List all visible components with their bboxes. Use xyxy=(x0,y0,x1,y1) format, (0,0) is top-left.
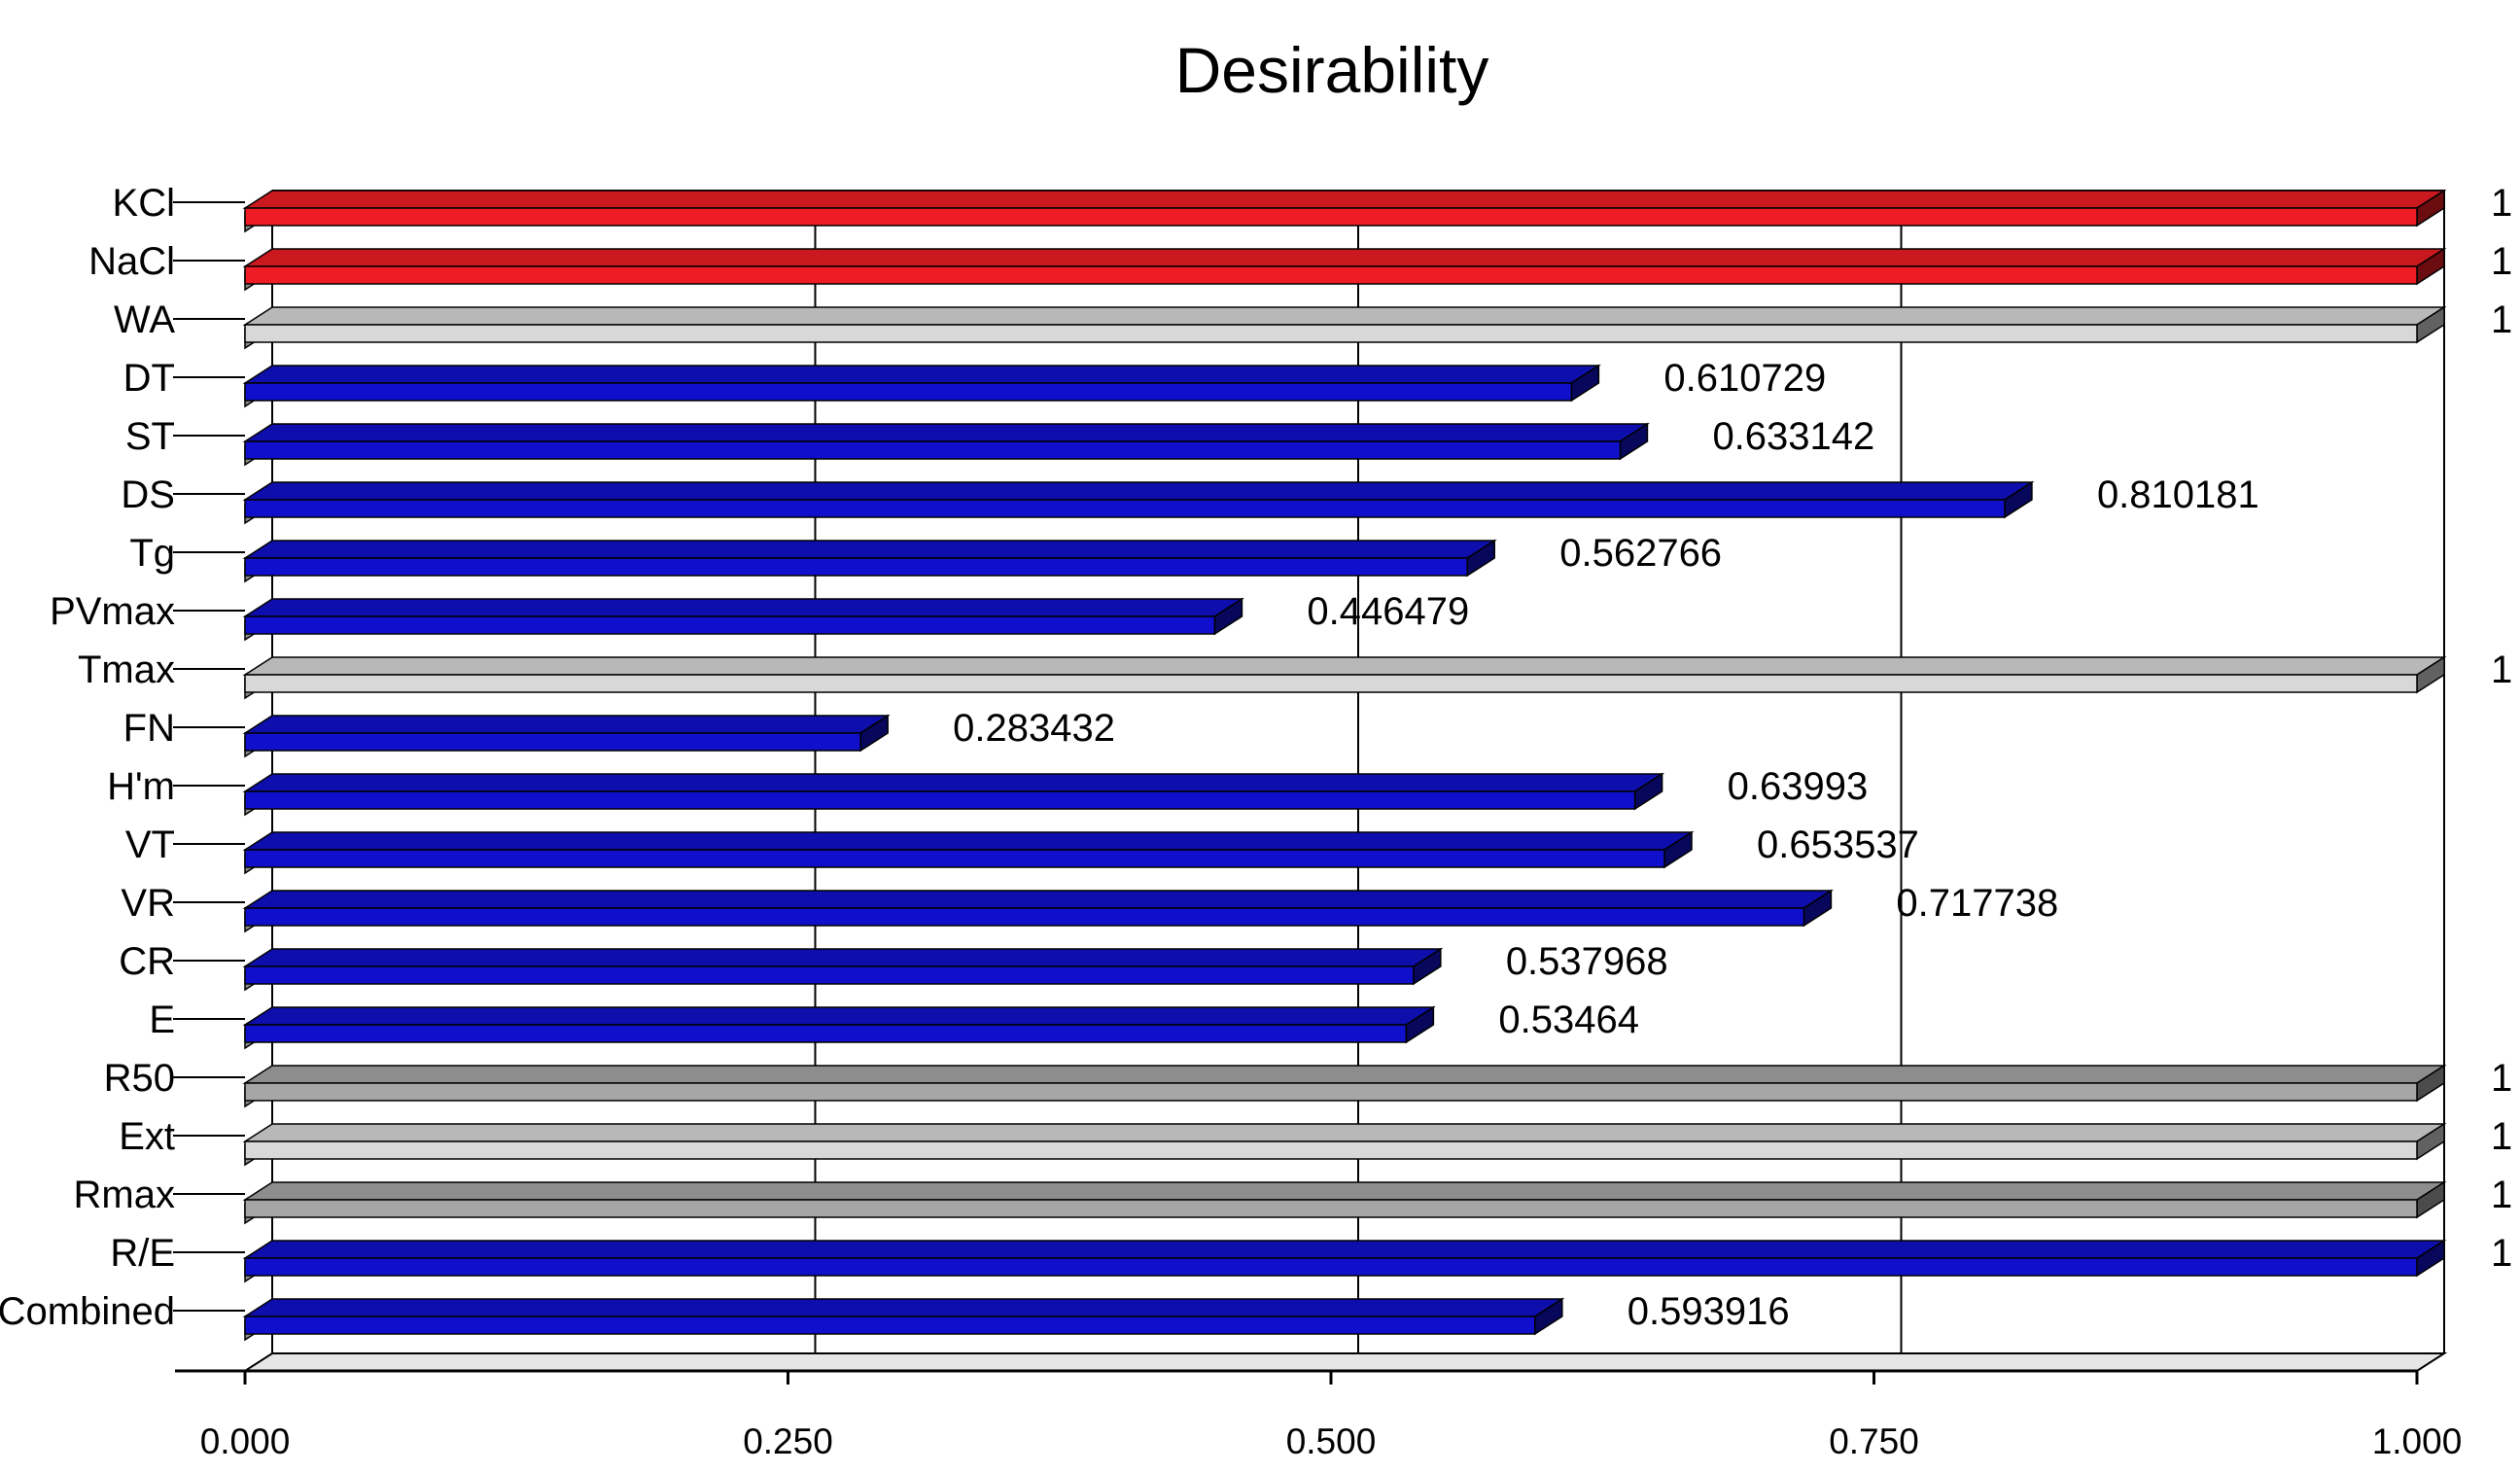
bars xyxy=(242,189,2447,1342)
bar-top-face xyxy=(242,190,2447,209)
chart-title: Desirability xyxy=(1175,34,1489,106)
bar xyxy=(244,615,1216,635)
bar xyxy=(244,324,2418,343)
category-label: FN xyxy=(123,707,175,750)
x-tick-label: 1.000 xyxy=(2372,1421,2463,1461)
category-label: KCl xyxy=(113,182,175,225)
bar-top-face xyxy=(242,1006,1436,1026)
data-label: 0.610729 xyxy=(1663,357,1826,400)
bar-top-face xyxy=(242,248,2447,267)
category-label: H'm xyxy=(107,765,175,808)
category-label: WA xyxy=(114,298,175,341)
category-label: Rmax xyxy=(74,1174,175,1216)
category-label: Tmax xyxy=(78,649,175,691)
bar-top-face xyxy=(242,773,1665,792)
category-label: CR xyxy=(119,940,175,983)
bar-top-face xyxy=(242,656,2447,676)
category-label: R50 xyxy=(104,1057,175,1100)
bar xyxy=(244,732,861,752)
data-label: 0.562766 xyxy=(1559,532,1722,575)
bar xyxy=(244,265,2418,285)
data-label: 1 xyxy=(2491,1174,2512,1216)
bar xyxy=(244,1199,2418,1218)
bar-top-face xyxy=(242,831,1695,851)
bar-top-face xyxy=(242,948,1444,967)
x-tick-label: 0.000 xyxy=(200,1421,291,1461)
data-label: 1 xyxy=(2491,298,2512,341)
category-label: Ext xyxy=(119,1115,175,1158)
data-label: 0.63993 xyxy=(1728,765,1869,808)
data-label: 1 xyxy=(2491,1057,2512,1100)
category-label: DT xyxy=(123,357,175,400)
category-label: Tg xyxy=(129,532,175,575)
bar-top-face xyxy=(242,1298,1565,1317)
bar-top-face xyxy=(242,481,2035,501)
data-label: 1 xyxy=(2491,1115,2512,1158)
bar xyxy=(244,965,1415,985)
bar xyxy=(244,1024,1408,1043)
bar-top-face xyxy=(242,890,1834,909)
data-label: 0.283432 xyxy=(953,707,1115,750)
bar xyxy=(244,674,2418,693)
data-label: 1 xyxy=(2491,182,2512,225)
floor xyxy=(241,1352,2448,1372)
bar xyxy=(244,790,1636,810)
category-label: E xyxy=(149,999,175,1041)
x-tick-label: 0.500 xyxy=(1286,1421,1377,1461)
bar xyxy=(244,907,1805,927)
bar xyxy=(244,1082,2418,1102)
x-tick-label: 0.750 xyxy=(1829,1421,1919,1461)
bar-top-face xyxy=(242,598,1244,617)
bar-top-face xyxy=(242,715,891,734)
bar xyxy=(244,1140,2418,1160)
category-label: NaCl xyxy=(88,240,175,283)
data-label: 0.633142 xyxy=(1712,415,1874,458)
x-tick-label: 0.250 xyxy=(743,1421,833,1461)
data-label: 0.537968 xyxy=(1506,940,1668,983)
category-label: PVmax xyxy=(50,590,175,633)
bar-top-face xyxy=(242,1123,2447,1142)
bar-top-face xyxy=(242,1065,2447,1084)
bar-top-face xyxy=(242,1181,2447,1201)
category-label: R/E xyxy=(110,1232,175,1275)
bar xyxy=(244,207,2418,227)
bar xyxy=(244,557,1468,577)
data-label: 0.810181 xyxy=(2097,473,2259,516)
category-label: VR xyxy=(121,882,175,925)
bar xyxy=(244,382,1573,402)
data-label: 0.653537 xyxy=(1757,824,1919,866)
bar-top-face xyxy=(242,1240,2447,1259)
bar xyxy=(244,499,2006,518)
category-labels: KCl NaCl WA DT ST DS Tg PVmax Tmax FN H'm VT VR CR E R5… xyxy=(0,182,245,1333)
bar-top-face xyxy=(242,540,1497,559)
bar xyxy=(244,440,1622,460)
category-label: Combined xyxy=(0,1290,175,1333)
data-label: 1 xyxy=(2491,1232,2512,1275)
data-label: 0.446479 xyxy=(1307,590,1469,633)
data-label: 1 xyxy=(2491,240,2512,283)
data-label: 0.593916 xyxy=(1628,1290,1790,1333)
x-axis: 0.000 0.250 0.500 0.750 1.000 xyxy=(175,1369,2463,1461)
bar xyxy=(244,1315,1536,1335)
category-label: DS xyxy=(121,473,175,516)
bar-top-face xyxy=(242,306,2447,326)
bar-top-face xyxy=(242,365,1601,384)
bar xyxy=(244,1257,2418,1277)
data-labels: 1 1 1 0.610729 0.633142 0.810181 0.562766 0.446… xyxy=(953,182,2512,1333)
bar xyxy=(244,849,1665,868)
data-label: 0.717738 xyxy=(1896,882,2058,925)
data-label: 1 xyxy=(2491,649,2512,691)
data-label: 0.53464 xyxy=(1498,999,1639,1041)
category-label: VT xyxy=(125,824,175,866)
bar-top-face xyxy=(242,423,1650,442)
category-label: ST xyxy=(125,415,175,458)
